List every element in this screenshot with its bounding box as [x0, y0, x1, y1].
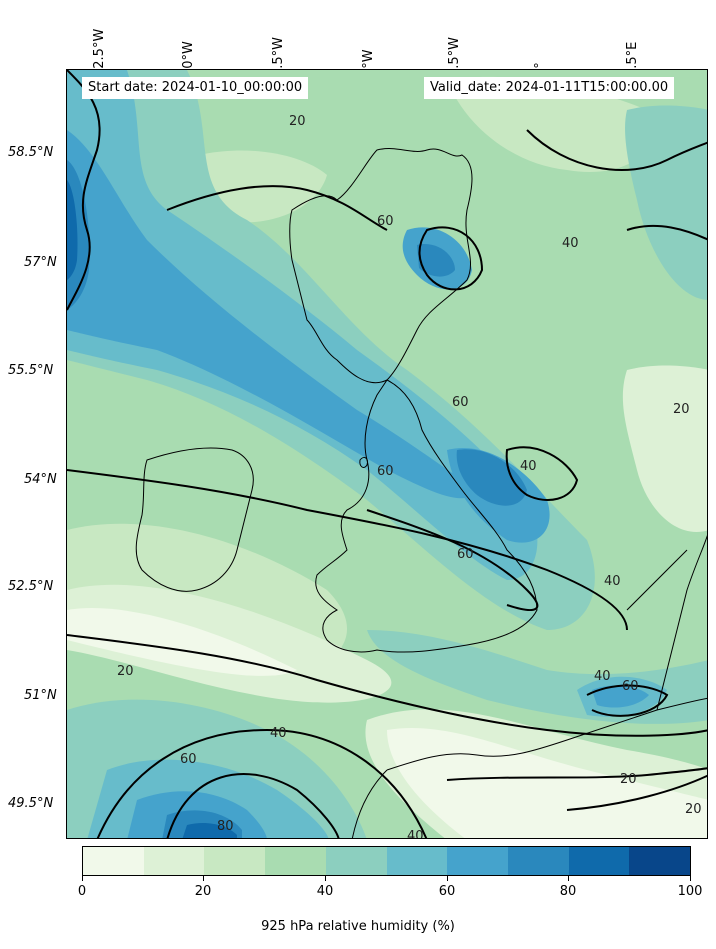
contour-line — [67, 469, 628, 631]
lat-label-54n: 54°N — [24, 472, 57, 487]
contour-label: 20 — [673, 402, 690, 417]
colorbar-tick-label: 80 — [559, 884, 577, 899]
contour-label: 60 — [377, 214, 394, 229]
contour-line — [586, 684, 669, 717]
map-canvas: 20 40 60 60 60 60 40 40 60 20 20 40 40 6… — [67, 70, 707, 839]
england-wales-coast — [315, 379, 538, 653]
border-line — [626, 549, 688, 611]
contour-label: 40 — [594, 669, 611, 684]
colorbar-segment — [83, 847, 144, 875]
contour-line — [566, 774, 707, 811]
contour-label: 80 — [217, 819, 234, 834]
contour-line — [96, 728, 428, 838]
contour-label: 60 — [377, 464, 394, 479]
contour-line — [418, 226, 484, 291]
colorbar-tick — [203, 876, 204, 881]
coastlines — [135, 148, 707, 838]
colorbar-segment — [265, 847, 326, 875]
contour-line — [67, 634, 707, 737]
humidity-band-40-50 — [625, 105, 707, 300]
lat-label-57n: 57°N — [24, 255, 57, 270]
colorbar-tick — [690, 876, 691, 881]
scotland-coast — [289, 148, 473, 384]
contour-line — [166, 185, 388, 231]
lat-label-55.5n: 55.5°N — [8, 363, 54, 378]
start-date-label: Start date: 2024-01-10_00:00:00 — [82, 77, 309, 99]
colorbar-segment — [447, 847, 508, 875]
valid-date-label: Valid_date: 2024-01-11T15:00:00.00 — [424, 77, 675, 99]
colorbar — [82, 846, 691, 876]
humidity-band-70-80 — [456, 449, 527, 506]
colorbar-tick — [568, 876, 569, 881]
colorbar-tick-label: 40 — [316, 884, 334, 899]
contour-label: 60 — [457, 547, 474, 562]
lat-label-49.5n: 49.5°N — [8, 796, 54, 811]
contour-label: 40 — [604, 574, 621, 589]
colorbar-segment — [629, 847, 691, 875]
colorbar-label: 925 hPa relative humidity (%) — [261, 919, 455, 934]
contour-line — [446, 767, 707, 781]
humidity-band-0-10 — [67, 608, 297, 676]
contour-label: 40 — [562, 236, 579, 251]
contour-line — [67, 70, 101, 311]
colorbar-tick-label: 0 — [77, 884, 87, 899]
contour-line — [166, 773, 340, 838]
humidity-map: 20 40 60 60 60 60 40 40 60 20 20 40 40 6… — [66, 69, 708, 839]
contour-line — [526, 129, 707, 171]
contour-label: 20 — [685, 802, 702, 817]
humidity-band-60-70 — [67, 130, 477, 499]
contour-label: 60 — [622, 679, 639, 694]
colorbar-tick-label: 60 — [438, 884, 456, 899]
colorbar-segment — [386, 847, 448, 875]
colorbar-segment — [568, 847, 630, 875]
humidity-contours — [67, 70, 707, 838]
contour-labels: 20 40 60 60 60 60 40 40 60 20 20 40 40 6… — [117, 114, 702, 839]
humidity-band-80-90 — [67, 180, 78, 280]
colorbar-segment — [204, 847, 266, 875]
humidity-band-0-10 — [387, 728, 707, 838]
contour-line — [366, 509, 539, 611]
humidity-band-10-20 — [622, 365, 707, 532]
contour-label: 20 — [289, 114, 306, 129]
humidity-band-60-70 — [592, 685, 649, 708]
contour-label: 40 — [270, 726, 287, 741]
humidity-band-80-90 — [182, 823, 237, 838]
ireland-coast — [135, 447, 254, 592]
colorbar-tick — [325, 876, 326, 881]
colorbar-segment — [325, 847, 387, 875]
humidity-band-20-30 — [447, 76, 653, 172]
contour-line — [505, 446, 579, 501]
continent-coast — [656, 535, 707, 711]
contour-label: 20 — [620, 772, 637, 787]
lat-label-52.5n: 52.5°N — [8, 579, 54, 594]
contour-label: 40 — [520, 459, 537, 474]
lat-label-58.5n: 58.5°N — [8, 145, 54, 160]
contour-label: 40 — [407, 829, 424, 839]
contour-label: 60 — [180, 752, 197, 767]
humidity-band-70-80 — [417, 244, 455, 277]
contour-line — [626, 224, 707, 241]
france-coast — [386, 697, 707, 771]
contour-label: 60 — [452, 395, 469, 410]
colorbar-segment — [143, 847, 205, 875]
colorbar-tick-label: 100 — [677, 884, 703, 899]
isle-of-man-coast — [359, 457, 368, 468]
colorbar-tick-label: 20 — [194, 884, 212, 899]
colorbar-segment — [507, 847, 569, 875]
contour-label: 20 — [117, 664, 134, 679]
colorbar-tick — [447, 876, 448, 881]
colorbar-tick — [82, 876, 83, 881]
lat-label-51n: 51°N — [24, 688, 57, 703]
